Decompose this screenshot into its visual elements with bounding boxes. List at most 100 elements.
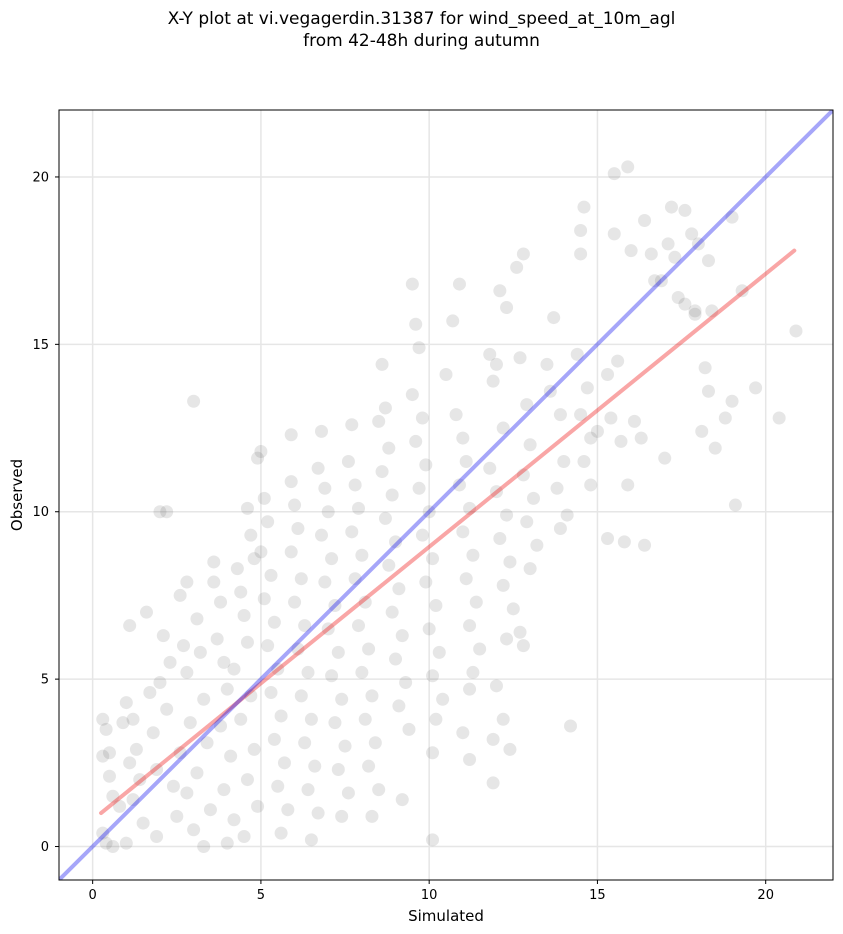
data-point (301, 665, 315, 679)
data-point (395, 629, 409, 643)
data-point (614, 434, 628, 448)
data-point (486, 374, 500, 388)
data-point (304, 833, 318, 847)
data-point (483, 461, 497, 475)
data-point (489, 679, 503, 693)
data-point (368, 736, 382, 750)
data-point (304, 712, 318, 726)
data-point (510, 260, 524, 274)
data-point (274, 826, 288, 840)
data-point (153, 675, 167, 689)
data-point (378, 401, 392, 415)
data-point (577, 200, 591, 214)
data-point (678, 297, 692, 311)
data-point (355, 665, 369, 679)
data-point (661, 237, 675, 251)
data-point (446, 314, 460, 328)
data-point (419, 458, 433, 472)
data-point (500, 508, 514, 522)
data-point (624, 244, 638, 258)
data-point (375, 357, 389, 371)
fit-line (99, 248, 797, 816)
data-point (200, 736, 214, 750)
x-tick-label: 15 (589, 888, 606, 903)
grid (59, 110, 833, 880)
data-point (267, 732, 281, 746)
data-point (395, 793, 409, 807)
data-point (644, 247, 658, 261)
data-point (352, 501, 366, 515)
x-tick-label: 5 (257, 888, 265, 903)
data-point (153, 505, 167, 519)
data-point (392, 582, 406, 596)
data-point (365, 689, 379, 703)
data-point (257, 491, 271, 505)
data-point (240, 773, 254, 787)
data-point (119, 696, 133, 710)
data-point (678, 203, 692, 217)
data-point (701, 254, 715, 268)
data-points (96, 160, 803, 854)
data-point (452, 277, 466, 291)
data-point (688, 307, 702, 321)
data-point (466, 548, 480, 562)
data-point (288, 595, 302, 609)
data-point (516, 639, 530, 653)
data-point (160, 702, 174, 716)
data-point (648, 274, 662, 288)
data-point (405, 388, 419, 402)
data-point (473, 642, 487, 656)
data-point (298, 736, 312, 750)
data-point (429, 712, 443, 726)
data-point (318, 481, 332, 495)
data-point (409, 317, 423, 331)
data-point (426, 552, 440, 566)
data-point (621, 160, 635, 174)
data-point (314, 424, 328, 438)
data-point (580, 381, 594, 395)
data-point (251, 451, 265, 465)
data-point (271, 779, 285, 793)
data-point (308, 759, 322, 773)
data-point (301, 783, 315, 797)
data-point (375, 465, 389, 479)
data-point (99, 722, 113, 736)
data-point (601, 532, 615, 546)
data-point (358, 595, 372, 609)
data-point (284, 545, 298, 559)
data-point (500, 301, 514, 315)
data-point (156, 629, 170, 643)
data-point (214, 595, 228, 609)
data-point (210, 632, 224, 646)
data-point (436, 692, 450, 706)
data-point (325, 669, 339, 683)
data-point (516, 468, 530, 482)
data-point (197, 840, 211, 854)
data-point (574, 224, 588, 238)
data-point (574, 247, 588, 261)
data-point (523, 562, 537, 576)
data-point (247, 552, 261, 566)
data-point (553, 521, 567, 535)
data-point (180, 575, 194, 589)
data-point (328, 716, 342, 730)
data-point (735, 284, 749, 298)
data-point (106, 789, 120, 803)
data-point (139, 605, 153, 619)
data-point (560, 508, 574, 522)
data-point (389, 652, 403, 666)
data-point (789, 324, 803, 338)
data-point (399, 675, 413, 689)
data-point (513, 351, 527, 365)
y-axis-label: Observed (8, 459, 26, 531)
data-point (314, 528, 328, 542)
reference-lines (59, 110, 833, 880)
data-point (180, 665, 194, 679)
data-point (291, 521, 305, 535)
data-point (493, 284, 507, 298)
data-point (701, 384, 715, 398)
data-point (664, 200, 678, 214)
data-point (426, 833, 440, 847)
data-point (749, 381, 763, 395)
data-point (496, 421, 510, 435)
